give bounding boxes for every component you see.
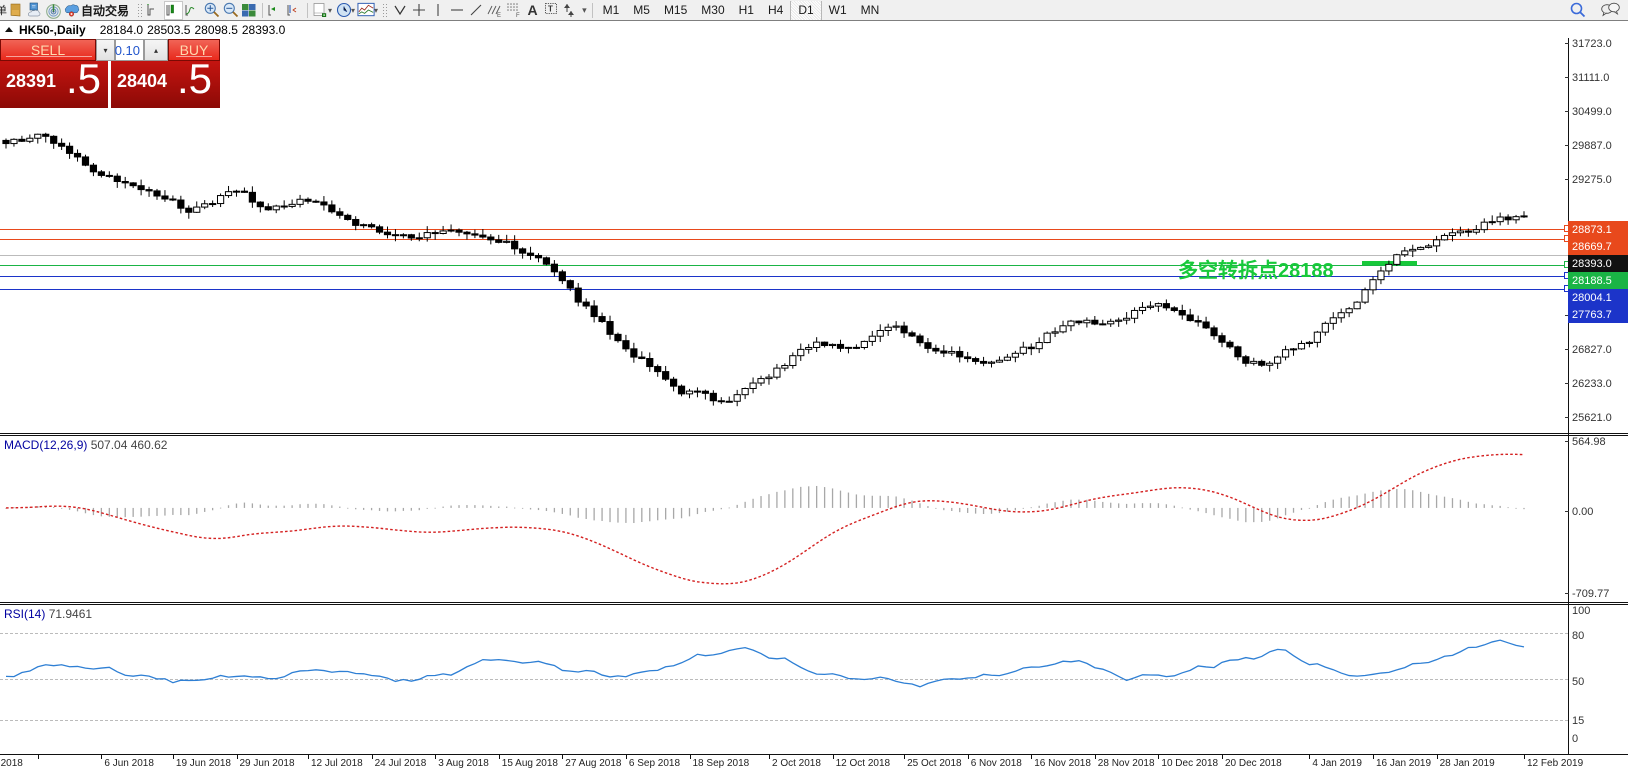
svg-text:E: E: [497, 13, 501, 18]
svg-text:F: F: [516, 13, 520, 18]
svg-text:T: T: [548, 5, 553, 14]
